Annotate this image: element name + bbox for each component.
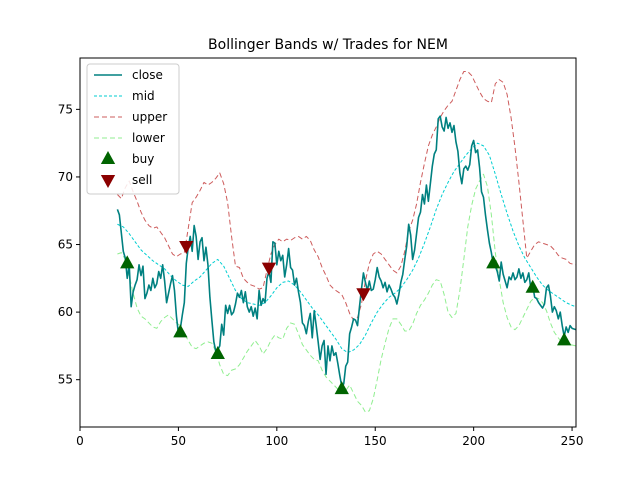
legend-label-sell: sell: [132, 173, 152, 187]
x-tick-label: 0: [76, 434, 84, 448]
legend-label-lower: lower: [132, 131, 165, 145]
plot-frame: [79, 57, 577, 428]
legend-label-buy: buy: [132, 152, 154, 166]
y-axis: 55 60 65 70 75: [58, 102, 80, 387]
series-line-upper: [117, 71, 576, 321]
chart-title: Bollinger Bands w/ Trades for NEM: [208, 37, 448, 53]
marker-buy: [486, 255, 501, 269]
legend-swatch-buy: [100, 150, 116, 164]
y-tick-label: 60: [58, 305, 73, 319]
y-tick-label: 75: [58, 102, 73, 116]
legend-label-close: close: [132, 68, 163, 82]
series-line-close: [116, 115, 576, 388]
x-tick-label: 50: [171, 434, 186, 448]
marker-buy: [210, 345, 225, 359]
marker-sell: [261, 262, 277, 276]
legend-swatch-sell: [100, 175, 116, 189]
marker-sell: [179, 240, 194, 254]
marker-buy: [525, 279, 540, 293]
legend-label-upper: upper: [132, 110, 167, 124]
x-axis: 0 50 100 150 200 250: [76, 427, 584, 448]
x-tick-label: 150: [364, 434, 387, 448]
marker-sell: [356, 288, 371, 302]
x-tick-label: 200: [462, 434, 485, 448]
marker-buy: [173, 324, 188, 338]
marker-buy: [120, 255, 135, 269]
y-tick-label: 70: [58, 170, 73, 184]
marker-buy: [557, 332, 572, 346]
x-tick-label: 250: [561, 434, 584, 448]
series-line-lower: [117, 173, 576, 413]
marker-layer: [120, 240, 572, 395]
series-layer: [116, 71, 576, 413]
x-tick-label: 100: [265, 434, 288, 448]
legend-label-mid: mid: [132, 89, 155, 103]
marker-buy: [334, 381, 349, 395]
legend: close mid upper lower buy sell: [86, 63, 180, 195]
y-tick-label: 65: [58, 238, 73, 252]
y-tick-label: 55: [58, 373, 73, 387]
